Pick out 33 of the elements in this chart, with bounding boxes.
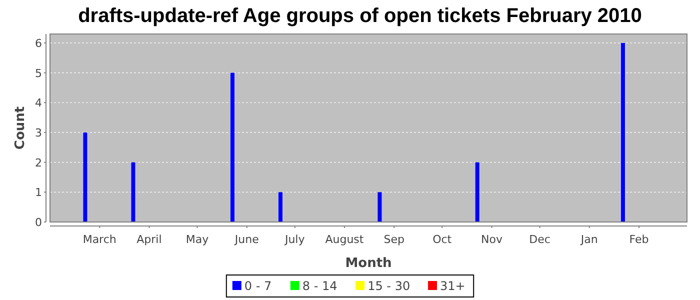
y-tick-label: 2 — [35, 156, 42, 170]
y-tick-label: 0 — [35, 216, 42, 229]
legend-label: 31+ — [440, 279, 466, 293]
bar — [278, 192, 282, 222]
x-tick-label: Nov — [481, 233, 503, 246]
x-tick-label: July — [284, 233, 306, 246]
x-tick-label: Sep — [384, 233, 404, 246]
bar — [83, 132, 88, 222]
bar — [230, 72, 234, 222]
x-tick-label: Dec — [529, 233, 550, 246]
chart-title: drafts-update-ref Age groups of open tickets February 2010 — [78, 5, 642, 27]
y-tick-label: 5 — [35, 66, 42, 80]
x-tick-label: April — [136, 233, 162, 246]
x-tick-label: Jan — [580, 233, 598, 246]
y-tick-label: 3 — [35, 126, 42, 140]
y-tick-label: 4 — [35, 96, 42, 110]
x-tick-label: Feb — [629, 233, 649, 246]
x-tick-label: June — [234, 233, 260, 246]
bar — [378, 192, 382, 222]
y-tick-label: 1 — [35, 186, 42, 200]
legend-label: 8 - 14 — [302, 279, 338, 293]
legend-label: 15 - 30 — [368, 279, 410, 293]
legend-label: 0 - 7 — [244, 279, 272, 293]
x-tick-label: August — [325, 233, 364, 246]
y-tick-label: 6 — [35, 36, 42, 50]
x-axis-title: Month — [345, 256, 392, 271]
bar — [475, 162, 480, 222]
bar — [131, 162, 136, 222]
y-axis-title: Count — [13, 106, 28, 150]
bar — [620, 42, 625, 222]
x-tick-label: Oct — [432, 233, 452, 246]
x-tick-label: March — [82, 233, 116, 246]
x-tick-label: May — [186, 233, 210, 246]
